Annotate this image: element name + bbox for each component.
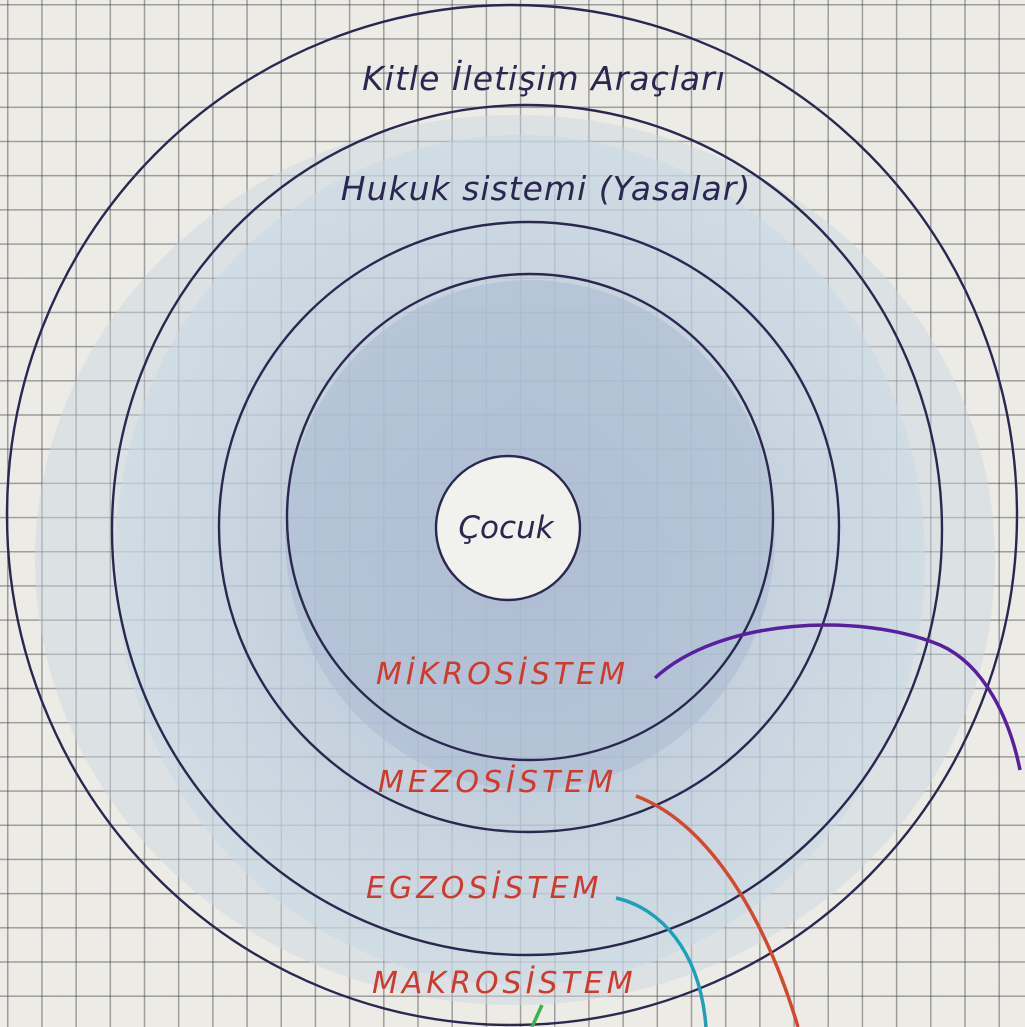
mesosystem-label: MEZOSİSTEM (378, 764, 617, 800)
micro-connector-line (653, 623, 1022, 771)
ring-exosystem-boundary (217, 220, 841, 834)
child-circle (434, 454, 582, 602)
macrosystem-label: MAKROSİSTEM (372, 965, 637, 1001)
microsystem-label: MİKROSİSTEM (376, 656, 629, 692)
macro-connector-line (530, 1004, 544, 1027)
child-label: Çocuk (458, 510, 554, 546)
exo-connector-line (615, 896, 708, 1027)
ring-kitle-iletisim (5, 3, 1019, 1027)
ring-microsystem-boundary (285, 272, 775, 762)
outer-ring-label: Kitle İletişim Araçları (362, 59, 726, 98)
ring-hukuk-sistemi (110, 103, 944, 957)
meso-connector-line (635, 794, 800, 1027)
second-ring-label: Hukuk sistemi (Yasalar) (341, 169, 751, 208)
exosystem-label: EGZOSİSTEM (366, 870, 602, 906)
